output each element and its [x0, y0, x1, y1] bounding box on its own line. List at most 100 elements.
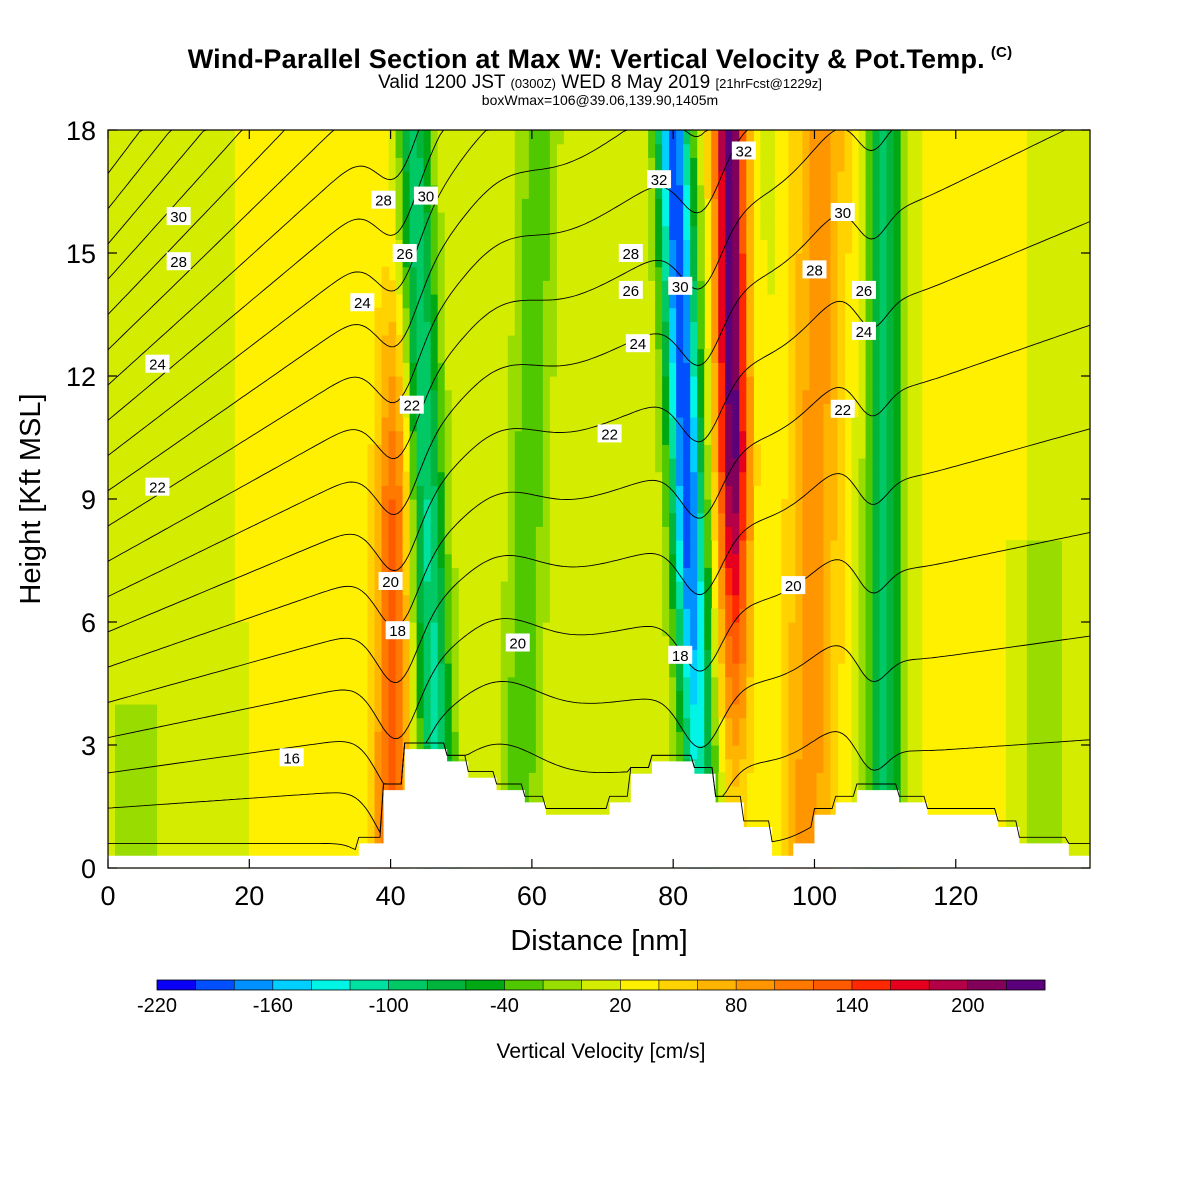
field-cell — [129, 198, 137, 213]
field-cell — [570, 622, 579, 637]
field-cell — [451, 553, 460, 568]
field-cell — [199, 745, 207, 760]
field-cell — [830, 745, 839, 760]
field-cell — [879, 212, 888, 227]
field-cell — [816, 335, 825, 350]
field-cell — [893, 444, 902, 459]
field-cell — [577, 253, 586, 268]
field-cell — [648, 430, 656, 445]
field-cell — [816, 239, 825, 254]
field-cell — [1012, 635, 1021, 650]
field-cell — [613, 184, 621, 199]
field-cell — [641, 444, 649, 459]
field-cell — [535, 540, 544, 555]
field-cell — [620, 526, 628, 541]
field-cell — [122, 376, 130, 391]
field-cell — [416, 690, 425, 705]
field-cell — [528, 130, 537, 145]
field-cell — [788, 239, 796, 254]
field-cell — [381, 540, 390, 555]
field-cell — [430, 321, 439, 336]
field-cell — [584, 786, 593, 801]
field-cell — [178, 731, 186, 746]
field-cell — [220, 458, 228, 473]
field-cell — [115, 731, 123, 746]
field-cell — [451, 198, 460, 213]
field-cell — [213, 417, 221, 432]
field-cell — [641, 512, 649, 527]
field-cell — [914, 635, 923, 650]
field-cell — [465, 608, 474, 623]
field-cell — [795, 376, 804, 391]
field-cell — [150, 321, 158, 336]
field-cell — [577, 758, 586, 773]
field-cell — [528, 526, 537, 541]
field-cell — [479, 540, 488, 555]
field-cell — [809, 540, 818, 555]
field-cell — [563, 471, 572, 486]
field-cell — [746, 348, 754, 363]
field-cell — [591, 553, 600, 568]
field-cell — [851, 430, 860, 445]
field-cell — [423, 567, 432, 582]
field-cell — [465, 717, 474, 732]
field-cell — [781, 635, 789, 650]
field-cell — [108, 772, 116, 787]
field-cell — [227, 212, 235, 227]
field-cell — [528, 184, 537, 199]
field-cell — [893, 266, 902, 281]
field-cell — [823, 676, 832, 691]
field-cell — [599, 676, 607, 691]
field-cell — [122, 526, 130, 541]
field-cell — [192, 471, 200, 486]
field-cell — [171, 335, 179, 350]
field-cell — [893, 731, 902, 746]
field-cell — [444, 512, 453, 527]
field-cell — [143, 417, 151, 432]
field-cell — [416, 540, 425, 555]
field-cell — [795, 307, 804, 322]
field-cell — [185, 772, 193, 787]
field-cell — [521, 540, 530, 555]
field-cell — [500, 389, 509, 404]
field-cell — [865, 690, 874, 705]
field-cell — [535, 649, 544, 664]
field-cell — [648, 663, 656, 678]
field-cell — [788, 184, 796, 199]
field-cell — [157, 321, 165, 336]
field-cell — [528, 266, 537, 281]
field-cell — [1026, 704, 1035, 719]
field-cell — [388, 444, 397, 459]
field-cell — [185, 567, 193, 582]
field-cell — [690, 348, 698, 363]
field-cell — [157, 649, 165, 664]
field-cell — [830, 253, 839, 268]
field-cell — [802, 335, 811, 350]
field-cell — [620, 512, 628, 527]
field-cell — [493, 512, 502, 527]
field-cell — [648, 253, 656, 268]
field-cell — [795, 485, 804, 500]
field-cell — [164, 280, 172, 295]
field-cell — [465, 526, 474, 541]
field-cell — [150, 307, 158, 322]
field-cell — [129, 813, 137, 828]
field-cell — [865, 171, 874, 186]
field-cell — [865, 403, 874, 418]
field-cell — [648, 280, 656, 295]
field-cell — [185, 553, 193, 568]
field-cell — [556, 649, 565, 664]
field-cell — [549, 594, 558, 609]
field-cell — [907, 348, 916, 363]
field-cell — [444, 731, 453, 746]
field-cell — [711, 676, 719, 691]
field-cell — [802, 212, 811, 227]
field-cell — [171, 403, 179, 418]
field-cell — [914, 704, 923, 719]
field-cell — [395, 526, 404, 541]
field-cell — [472, 143, 481, 158]
field-cell — [788, 253, 796, 268]
field-cell — [900, 253, 909, 268]
field-cell — [444, 717, 453, 732]
field-cell — [535, 444, 544, 459]
